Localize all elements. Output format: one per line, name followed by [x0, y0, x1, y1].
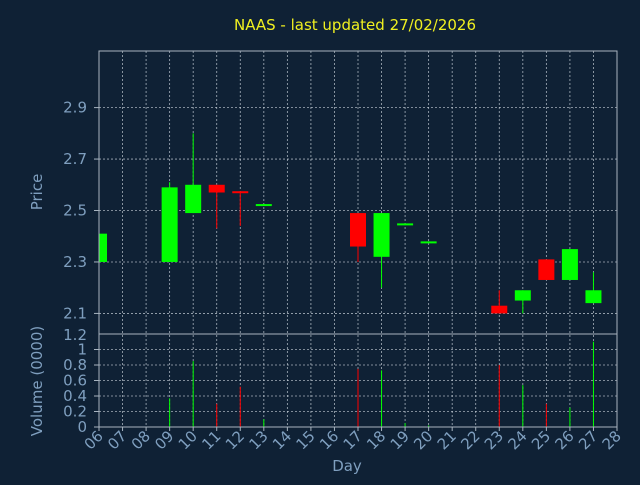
candle-body: [397, 223, 414, 226]
candle-body: [185, 184, 202, 214]
volume-axis-label: Volume (0000): [28, 326, 46, 436]
candle-body: [420, 241, 437, 244]
x-tick-label: 17: [340, 427, 366, 453]
volume-tick-label: 0.2: [63, 403, 87, 421]
candle-body: [373, 213, 390, 257]
price-tick-label: 2.7: [63, 150, 87, 168]
candle-body: [232, 191, 249, 194]
volume-tick-label: 0.8: [63, 356, 87, 374]
x-tick-label: 18: [363, 427, 389, 453]
x-tick-label: 13: [245, 427, 271, 453]
x-tick-label: 12: [222, 427, 248, 453]
price-tick-label: 2.5: [63, 202, 87, 220]
x-tick-label: 14: [269, 427, 295, 453]
x-tick-label: 10: [175, 427, 201, 453]
x-tick-label: 22: [457, 427, 483, 453]
volume-tick-label: 0.4: [63, 387, 87, 405]
candle-body: [99, 233, 107, 262]
x-axis-label: Day: [332, 457, 362, 475]
candle-body: [585, 290, 602, 304]
x-tick-label: 21: [434, 427, 460, 453]
volume-panel-frame: [98, 333, 618, 428]
x-tick-label: 28: [599, 427, 625, 453]
volume-top-label: 1.2: [63, 326, 87, 344]
price-tick-label: 2.9: [63, 99, 87, 117]
x-tick-label: 11: [198, 427, 224, 453]
x-tick-label: 26: [552, 427, 578, 453]
candle-body: [491, 305, 508, 314]
price-tick-label: 2.1: [63, 304, 87, 322]
x-tick-label: 16: [316, 427, 342, 453]
price-axis-label: Price: [28, 174, 46, 211]
x-tick-label: 07: [104, 427, 130, 453]
volume-tick-label: 1: [77, 341, 87, 359]
chart-title: NAAS - last updated 27/02/2026: [234, 16, 476, 34]
volume-tick-label: 0.6: [63, 372, 87, 390]
candle-body: [255, 204, 272, 207]
x-tick-label: 19: [387, 427, 413, 453]
candle-body: [208, 184, 225, 193]
candle-body: [538, 259, 555, 280]
x-tick-label: 08: [128, 427, 154, 453]
x-tick-label: 15: [293, 427, 319, 453]
x-tick-label: 09: [151, 427, 177, 453]
volume-tick-label: 0: [77, 418, 87, 436]
price-tick-label: 2.3: [63, 253, 87, 271]
x-tick-label: 24: [504, 427, 530, 453]
candle-body: [561, 249, 578, 280]
candle-body: [514, 290, 531, 301]
candle-body: [350, 213, 366, 247]
x-tick-label: 23: [481, 427, 507, 453]
x-tick-label: 25: [528, 427, 554, 453]
x-tick-label: 27: [575, 427, 601, 453]
x-tick-label: 20: [410, 427, 436, 453]
candle-body: [161, 187, 178, 262]
